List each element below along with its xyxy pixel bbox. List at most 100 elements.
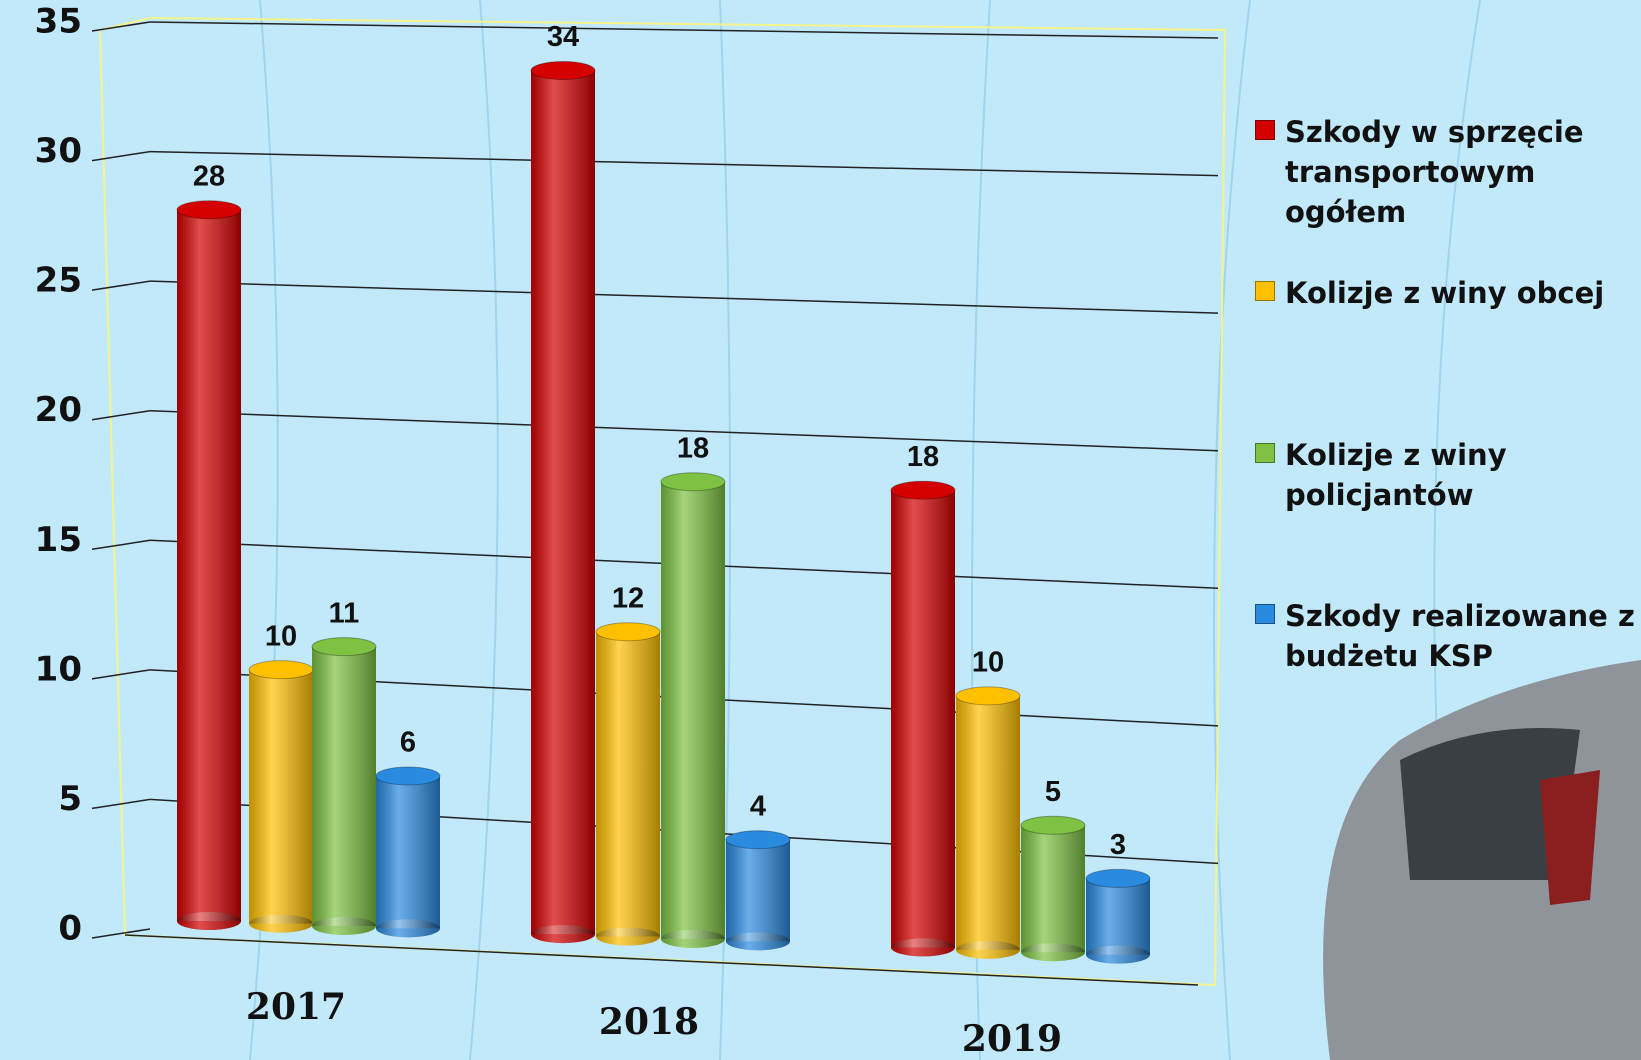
bar-shade	[531, 70, 595, 935]
legend-item: Szkody realizowane z budżetu KSP	[1255, 596, 1635, 676]
bar-bottom-shade	[177, 912, 241, 930]
bar-top	[530, 60, 596, 80]
legend-label: Szkody realizowane z budżetu KSP	[1285, 599, 1635, 673]
cylinder	[1085, 868, 1151, 964]
data-label: 10	[972, 646, 1004, 678]
bar-top	[176, 200, 242, 220]
legend-swatch	[1255, 443, 1275, 463]
y-tick-mark	[91, 539, 151, 551]
bar-bottom-shade	[596, 927, 660, 946]
y-tick-mark	[91, 409, 151, 421]
grid-line	[149, 21, 1219, 39]
cylinder	[660, 472, 726, 948]
x-axis	[124, 934, 1199, 986]
bar-top	[595, 622, 661, 642]
y-tick-label: 35	[35, 2, 82, 42]
bar-bottom-shade	[376, 919, 440, 938]
bar-shade	[661, 481, 725, 939]
cylinder	[375, 766, 441, 938]
legend-label: Kolizje z winy policjantów	[1285, 438, 1507, 512]
bar-shade	[891, 490, 955, 948]
bar-bottom-shade	[531, 925, 595, 944]
data-label: 3	[1110, 829, 1126, 861]
data-label: 18	[907, 441, 939, 473]
bar-shade	[312, 646, 376, 926]
data-label: 11	[329, 597, 360, 629]
y-tick-label: 10	[35, 649, 82, 689]
bar-bottom-shade	[661, 929, 725, 948]
bar-top	[660, 472, 726, 492]
x-tick-label: 2018	[599, 1001, 699, 1043]
y-tick-label: 5	[58, 779, 82, 819]
bar-top	[375, 766, 441, 786]
bar-bottom-shade	[312, 916, 376, 935]
cylinder	[248, 660, 314, 933]
data-label: 34	[547, 21, 579, 53]
bar-shade	[1021, 825, 1085, 953]
y-tick-label: 30	[35, 131, 82, 171]
grid-line	[149, 150, 1219, 177]
bar-top	[890, 480, 956, 500]
legend-item: Kolizje z winy obcej	[1255, 273, 1635, 313]
cylinder	[530, 60, 596, 944]
data-label: 4	[750, 790, 766, 822]
bar-top	[1085, 868, 1151, 888]
y-tick-mark	[91, 669, 151, 680]
bar-bottom-shade	[1086, 945, 1150, 964]
data-label: 6	[400, 727, 416, 759]
legend-label: Szkody w sprzęcie transportowym ogółem	[1285, 115, 1584, 229]
bar-shade	[249, 669, 313, 924]
y-tick-mark	[91, 21, 151, 32]
y-tick-mark	[91, 928, 151, 939]
bar-top	[725, 830, 791, 850]
bar-top	[248, 660, 314, 680]
cylinder	[595, 622, 661, 946]
bar-shade	[1086, 878, 1150, 955]
data-label: 18	[677, 432, 709, 464]
grid-line	[149, 409, 1219, 452]
bar-top	[1020, 815, 1086, 835]
cylinder	[890, 480, 956, 957]
bar-top	[311, 637, 377, 657]
cylinder	[725, 830, 791, 951]
legend-item: Kolizje z winy policjantów	[1255, 435, 1635, 515]
bar-bottom-shade	[1021, 943, 1085, 962]
data-label: 12	[612, 582, 644, 614]
y-tick-mark	[91, 150, 151, 162]
x-tick-label: 2017	[246, 986, 346, 1028]
cylinder	[1020, 815, 1086, 962]
data-label: 10	[265, 620, 297, 652]
y-tick-label: 25	[35, 261, 82, 301]
legend-swatch	[1255, 120, 1275, 140]
data-label: 5	[1045, 776, 1061, 808]
bar-bottom-shade	[956, 940, 1020, 959]
plot-frame	[98, 16, 1227, 987]
y-tick-mark	[91, 280, 151, 291]
bar-shade	[596, 631, 660, 937]
legend-label: Kolizje z winy obcej	[1285, 276, 1605, 310]
legend-swatch	[1255, 604, 1275, 624]
bar-shade	[376, 775, 440, 929]
bar-shade	[956, 695, 1020, 950]
legend-swatch	[1255, 281, 1275, 301]
bar-shade	[177, 209, 241, 922]
y-tick-mark	[91, 798, 151, 810]
data-label: 28	[193, 160, 225, 192]
bar-top	[955, 686, 1021, 706]
y-tick-label: 0	[58, 909, 82, 949]
x-tick-label: 2019	[962, 1018, 1062, 1060]
grid-line	[149, 280, 1219, 314]
bar-shade	[726, 839, 790, 942]
cylinder	[955, 686, 1021, 959]
bar-bottom-shade	[249, 914, 313, 933]
cylinder	[176, 200, 242, 930]
y-tick-label: 20	[35, 390, 82, 430]
bar-bottom-shade	[891, 938, 955, 957]
bar-bottom-shade	[726, 932, 790, 951]
cylinder	[311, 637, 377, 935]
photo	[1323, 660, 1641, 1060]
y-tick-label: 15	[35, 520, 82, 560]
legend-item: Szkody w sprzęcie transportowym ogółem	[1255, 112, 1635, 232]
